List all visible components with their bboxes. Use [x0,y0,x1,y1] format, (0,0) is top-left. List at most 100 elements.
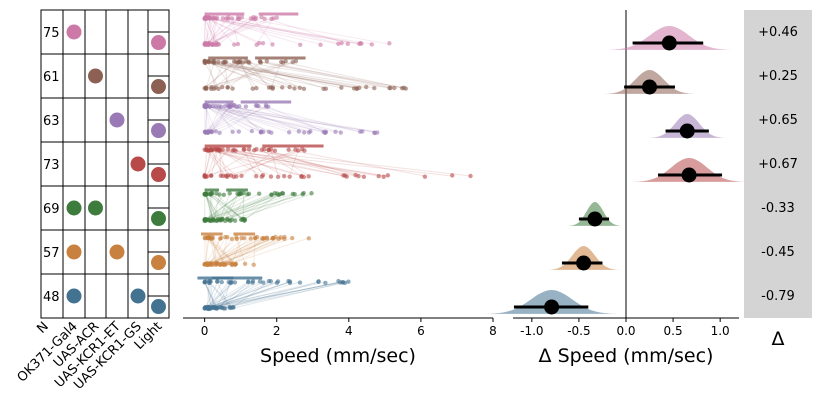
pair-line [229,237,309,265]
pair-line [204,17,207,45]
pair-line [209,193,236,221]
data-point [216,59,221,65]
genotype-dot [130,288,146,304]
pair-line [215,193,243,221]
delta-speed-panel: -1.0 -0.5 0.0 0.5 1.0 Δ Speed (mm/sec) [485,10,746,367]
speed-series-group [202,144,473,180]
data-point [381,174,386,179]
genotype-dot [109,112,125,128]
row-n-label: 73 [43,158,60,173]
pair-line [259,61,391,89]
pair-line [282,61,403,89]
data-point [318,42,323,47]
data-point [262,16,267,22]
data-point [297,85,303,91]
pair-line [204,17,217,45]
data-point [253,173,259,179]
data-point [235,16,241,22]
pair-line [206,193,225,221]
data-point [248,16,254,21]
data-point [207,278,213,284]
pair-line [209,61,358,89]
delta-x-axis-label: Δ Speed (mm/sec) [539,345,714,367]
pair-line [208,149,237,177]
data-point [258,60,264,65]
row-n-label: 57 [43,246,60,261]
data-point [242,236,247,241]
pair-line [207,105,232,133]
data-point [202,40,208,46]
pair-line [209,237,217,265]
delta-estimate-group [485,290,618,315]
data-point [237,104,242,109]
data-point [468,173,473,179]
data-point [264,235,270,240]
pair-line [207,193,246,221]
pair-line [222,61,342,89]
data-point [361,174,367,180]
pair-line [208,281,343,309]
data-point [204,174,210,179]
data-point [306,236,312,241]
data-point [203,85,208,91]
data-point [345,41,351,46]
data-point [225,85,230,90]
pair-line [205,149,229,177]
data-point [376,174,381,179]
pair-line [206,237,276,265]
delta-value-panel: +0.46 +0.25 +0.65 +0.67 -0.33 -0.45 -0.79 Δ [744,10,812,350]
pair-line [205,61,355,89]
data-point [268,174,274,179]
pair-line [255,105,327,133]
pair-line [239,61,254,89]
pair-line [268,149,309,177]
data-point [207,306,213,312]
data-point [292,86,297,91]
light-dot [151,255,166,271]
data-point [299,174,304,179]
data-point [225,147,231,152]
data-point [219,84,225,90]
summary-bar [204,188,220,192]
delta-value-label: -0.79 [761,289,795,304]
pair-line [204,105,231,133]
pair-line [209,17,256,45]
pair-line [214,61,367,89]
light-dot [151,123,166,139]
delta-x-tick-label: -1.0 [520,324,543,338]
pair-line [209,281,319,309]
data-point [213,42,218,47]
data-point [219,279,224,285]
data-point [231,174,236,180]
pair-line [209,61,375,89]
pair-line [205,237,208,265]
pair-line [204,61,283,89]
pair-line [224,237,268,265]
data-point [224,174,230,179]
data-point [270,42,275,47]
genotype-dot [66,288,82,304]
speed-series-group [202,188,314,224]
pair-line [204,149,208,177]
data-point [290,191,296,197]
delta-label-background [744,10,812,318]
pair-line [219,149,272,177]
genotype-dot [88,200,103,216]
row-n-label: 63 [43,114,60,129]
pair-line [211,105,269,133]
data-point [213,103,219,109]
x-tick-label: 8 [489,324,497,338]
pair-line [204,105,262,133]
delta-estimate-group [547,246,620,271]
pair-line [208,193,212,221]
data-point [235,41,241,47]
data-point [234,236,240,242]
pair-line [204,17,272,45]
genotype-table: 75616373695748NOK371-Gal4UAS-ACRUAS-KCR1… [15,9,170,393]
pair-line [212,61,233,89]
pair-line [289,149,299,177]
data-point [301,130,307,135]
pair-line [227,149,305,177]
pair-line [213,17,301,45]
pair-line [229,193,248,221]
